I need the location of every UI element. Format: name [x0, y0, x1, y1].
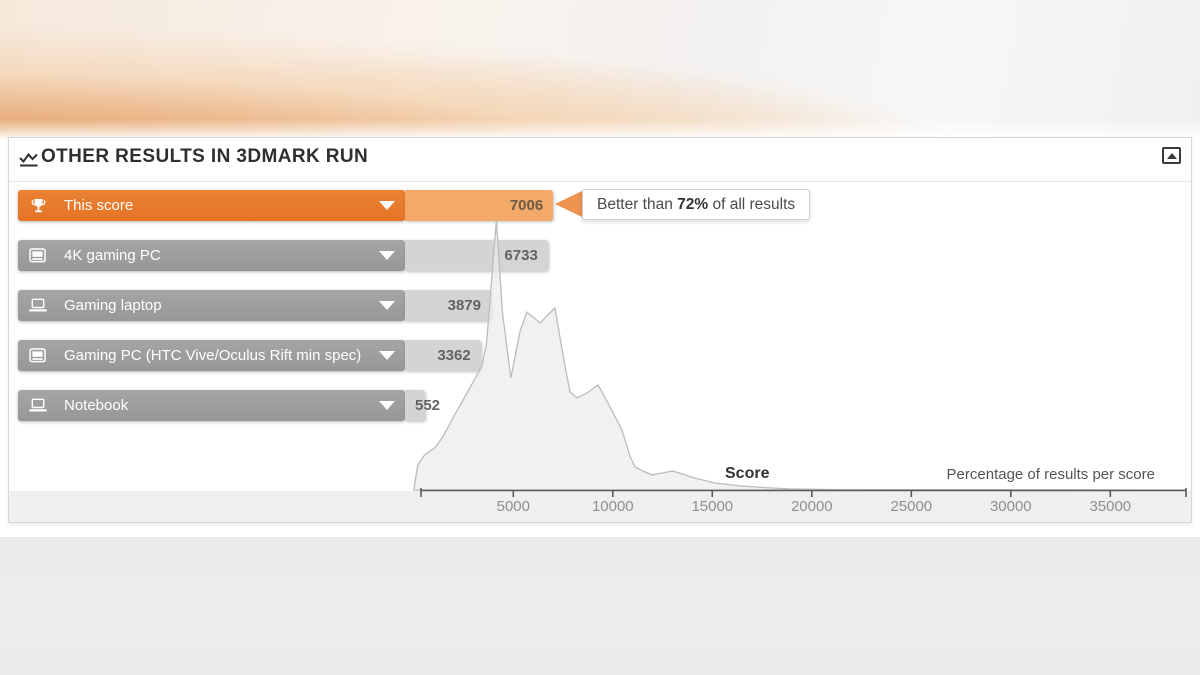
tooltip-text-prefix: Better than [597, 196, 678, 213]
desktop-icon [29, 248, 46, 263]
comparison-dropdown[interactable]: Notebook [18, 390, 405, 421]
score-bar: 3362 [405, 340, 481, 371]
laptop-icon [28, 298, 48, 313]
score-value: 7006 [509, 197, 544, 214]
tooltip-percent: 72% [677, 196, 709, 213]
better-than-tooltip: Better than 72% of all results [582, 189, 811, 220]
comparison-dropdown[interactable]: Gaming PC (HTC Vive/Oculus Rift min spec… [18, 340, 405, 371]
panel-title: OTHER RESULTS IN 3DMARK RUN [41, 146, 369, 167]
caret-down-icon [379, 301, 395, 310]
collapse-panel-button[interactable] [1162, 147, 1181, 164]
row-label: Gaming PC (HTC Vive/Oculus Rift min spec… [64, 347, 362, 364]
score-bar: 3879 [405, 290, 491, 321]
desktop-icon [28, 348, 48, 363]
desktop-icon [29, 348, 46, 363]
laptop-icon [28, 398, 48, 413]
caret-down-icon [379, 401, 395, 410]
score-value: 3362 [437, 347, 471, 364]
row-label: Notebook [64, 397, 129, 414]
trophy-icon [31, 198, 45, 212]
tooltip-arrow-icon [555, 191, 582, 217]
caret-down-icon [379, 351, 395, 360]
panel-header: OTHER RESULTS IN 3DMARK RUN [8, 137, 1192, 182]
page-background [0, 537, 1200, 675]
axis-label-strip [9, 491, 1191, 522]
trophy-icon [28, 198, 48, 214]
tooltip-text-suffix: of all results [708, 196, 796, 213]
row-label: Gaming laptop [64, 297, 162, 314]
laptop-icon [29, 398, 47, 412]
score-value: 552 [415, 397, 441, 414]
row-label: This score [64, 197, 134, 214]
comparison-dropdown[interactable]: Gaming laptop [18, 290, 405, 321]
comparison-dropdown[interactable]: 4K gaming PC [18, 240, 405, 271]
caret-down-icon [379, 201, 395, 210]
banner-image [0, 0, 1200, 141]
score-bar: 552 [405, 390, 441, 421]
line-chart-icon [18, 149, 39, 173]
x-axis-title: Score [725, 465, 770, 482]
score-bar: 6733 [405, 240, 548, 271]
score-value: 3879 [447, 297, 481, 314]
divider [9, 181, 1191, 182]
row-label: 4K gaming PC [64, 247, 161, 264]
y-axis-caption: Percentage of results per score [946, 466, 1155, 483]
laptop-icon [29, 298, 47, 312]
desktop-icon [28, 248, 48, 263]
score-value: 6733 [504, 247, 538, 264]
comparison-dropdown[interactable]: This score [18, 190, 405, 221]
caret-down-icon [379, 251, 395, 260]
collapse-up-icon [1166, 152, 1177, 159]
score-bar: 7006 [405, 190, 554, 221]
